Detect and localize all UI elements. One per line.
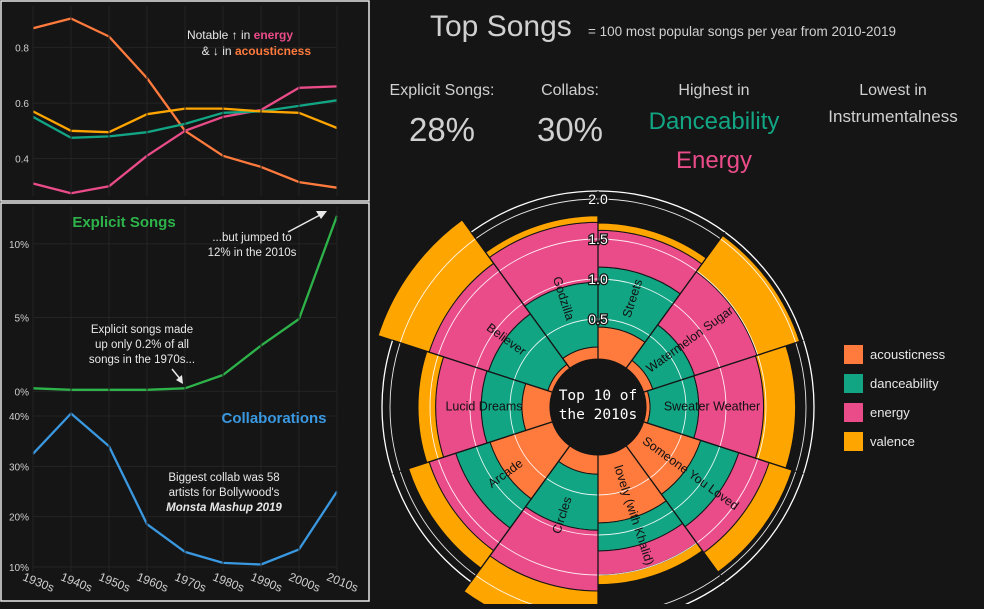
lowest-instrumentalness: Instrumentalness [828, 107, 957, 126]
legend-swatch-valence [844, 432, 863, 451]
legend-swatch-energy [844, 403, 863, 422]
svg-text:Biggest collab was 58: Biggest collab was 58 [168, 472, 279, 484]
y-tick-label: 0.4 [15, 155, 29, 166]
lowest-label: Lowest in [859, 82, 927, 99]
explicit-note-high: ...but jumped to 12% in the 2010s [208, 232, 297, 259]
y-tick-label: 10% [9, 240, 29, 251]
polar-spoke [625, 445, 726, 583]
polar-spoke [392, 339, 553, 393]
explicit-songs-title: Explicit Songs [72, 214, 175, 231]
x-tick-label: 1970s [173, 570, 209, 595]
legend-swatch-danceability [844, 374, 863, 393]
polar-center-label: Top 10 of the 2010s [559, 388, 638, 423]
polar-category-label: Lucid Dreams [445, 399, 522, 413]
stat-collabs-value: 30% [537, 111, 603, 148]
svg-text:Top 10 of: Top 10 of [559, 388, 638, 404]
polar-spoke [470, 231, 571, 369]
stat-explicit-value: 28% [409, 111, 475, 148]
polar-category-label: Sweater Weather [664, 399, 760, 413]
legend-label-valence: valence [870, 434, 915, 449]
collaborations-title: Collaborations [221, 410, 326, 427]
y-tick-label: 10% [9, 563, 29, 574]
panel-audio-features-frame [0, 0, 370, 202]
x-tick-label: 1980s [211, 570, 247, 595]
x-tick-label: 2010s [325, 570, 361, 595]
legend-swatch-acousticness [844, 345, 863, 364]
y-tick-label: 30% [9, 462, 29, 473]
polar-hole [550, 359, 646, 455]
polar-radial-tick-label: 2.0 [588, 191, 608, 207]
x-tick-label: 1930s [21, 570, 57, 595]
x-tick-label: 1940s [59, 570, 95, 595]
svg-text:songs in the 1970s...: songs in the 1970s... [89, 354, 195, 366]
stat-collabs-label: Collabs: [541, 82, 599, 99]
explicit-high-arrowhead [316, 211, 327, 219]
highest-label: Highest in [678, 82, 749, 99]
svg-text:artists for Bollywood's: artists for Bollywood's [169, 487, 280, 499]
svg-text:the 2010s: the 2010s [559, 407, 638, 423]
x-tick-label: 2000s [287, 570, 323, 595]
y-tick-label: 20% [9, 513, 29, 524]
polar-spoke [643, 421, 804, 475]
explicit-note-low: Explicit songs made up only 0.2% of all … [89, 324, 195, 366]
polar-radial-tick-label: 0.5 [588, 311, 608, 327]
stat-explicit-label: Explicit Songs: [390, 82, 495, 99]
explicit-high-arrow [287, 214, 321, 233]
polar-spoke [625, 231, 726, 369]
features-note-line1: Notable ↑ in energy [187, 28, 293, 42]
page-title: Top Songs [430, 10, 572, 43]
y-tick-label: 40% [9, 412, 29, 423]
x-tick-label: 1950s [97, 570, 133, 595]
collab-note: Biggest collab was 58 artists for Bollyw… [166, 472, 282, 514]
legend-label-acousticness: acousticness [870, 347, 946, 362]
svg-text:Explicit songs made: Explicit songs made [91, 324, 193, 336]
highest-energy: Energy [676, 147, 752, 174]
explicit-low-arrowhead [176, 375, 183, 384]
polar-spoke [470, 445, 571, 583]
legend-label-energy: energy [870, 405, 910, 420]
highest-danceability: Danceability [649, 108, 780, 135]
svg-text:12% in the 2010s: 12% in the 2010s [208, 247, 297, 259]
polar-spoke [643, 339, 804, 393]
panel-explicit-collab-frame [0, 202, 370, 602]
y-tick-label: 0.8 [15, 44, 29, 55]
y-tick-label: 5% [15, 314, 30, 325]
polar-radial-tick-label: 1.5 [588, 231, 608, 247]
svg-text:Monsta Mashup 2019: Monsta Mashup 2019 [166, 502, 282, 514]
polar-legend: acousticness danceability energy valence [844, 345, 946, 451]
svg-text:...but jumped to: ...but jumped to [212, 232, 291, 244]
y-tick-label: 0.6 [15, 99, 29, 110]
y-tick-label: 0% [15, 387, 30, 398]
polar-spoke [392, 421, 553, 475]
features-note-line2: & ↓ in acousticness [202, 44, 312, 58]
x-tick-label: 1990s [249, 570, 285, 595]
page-subtitle: = 100 most popular songs per year from 2… [588, 24, 896, 39]
x-tick-label: 1960s [135, 570, 171, 595]
svg-text:up only 0.2% of all: up only 0.2% of all [95, 339, 189, 351]
legend-label-danceability: danceability [870, 376, 939, 391]
polar-radial-tick-label: 1.0 [588, 271, 608, 287]
